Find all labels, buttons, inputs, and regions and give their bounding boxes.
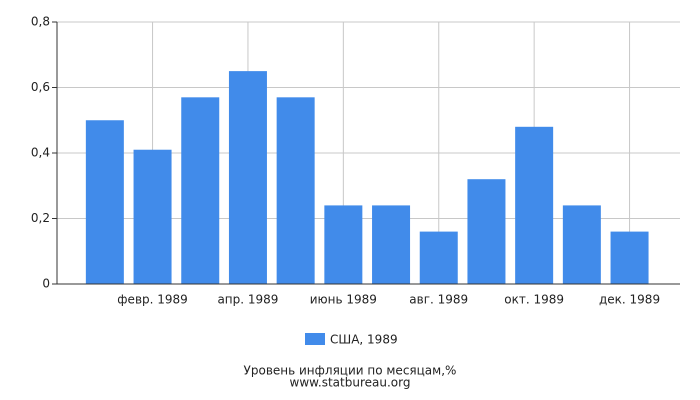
bar <box>181 97 220 284</box>
bar <box>276 97 315 284</box>
bar <box>133 149 172 284</box>
y-tick-label: 0,8 <box>31 15 50 29</box>
legend-swatch <box>305 333 325 345</box>
bar <box>228 71 267 284</box>
bar <box>610 231 649 284</box>
y-tick-label: 0,4 <box>31 146 50 160</box>
x-tick-label: февр. 1989 <box>117 293 188 307</box>
legend-label: США, 1989 <box>330 333 398 347</box>
x-tick-label: дек. 1989 <box>599 293 660 307</box>
bar <box>467 179 506 284</box>
x-tick-label: апр. 1989 <box>217 293 278 307</box>
y-tick-label: 0,6 <box>31 80 50 94</box>
bar <box>562 205 601 284</box>
y-tick-label: 0,2 <box>31 211 50 225</box>
y-tick-label: 0 <box>42 277 50 291</box>
x-tick-label: июнь 1989 <box>310 293 377 307</box>
x-tick-label: окт. 1989 <box>504 293 564 307</box>
chart-source: www.statbureau.org <box>290 376 411 390</box>
x-tick-label: авг. 1989 <box>409 293 468 307</box>
bar <box>419 231 458 284</box>
chart-title: Уровень инфляции по месяцам,% <box>244 364 457 378</box>
bar <box>324 205 363 284</box>
bar <box>85 120 124 284</box>
bar <box>372 205 411 284</box>
bar <box>515 126 554 284</box>
